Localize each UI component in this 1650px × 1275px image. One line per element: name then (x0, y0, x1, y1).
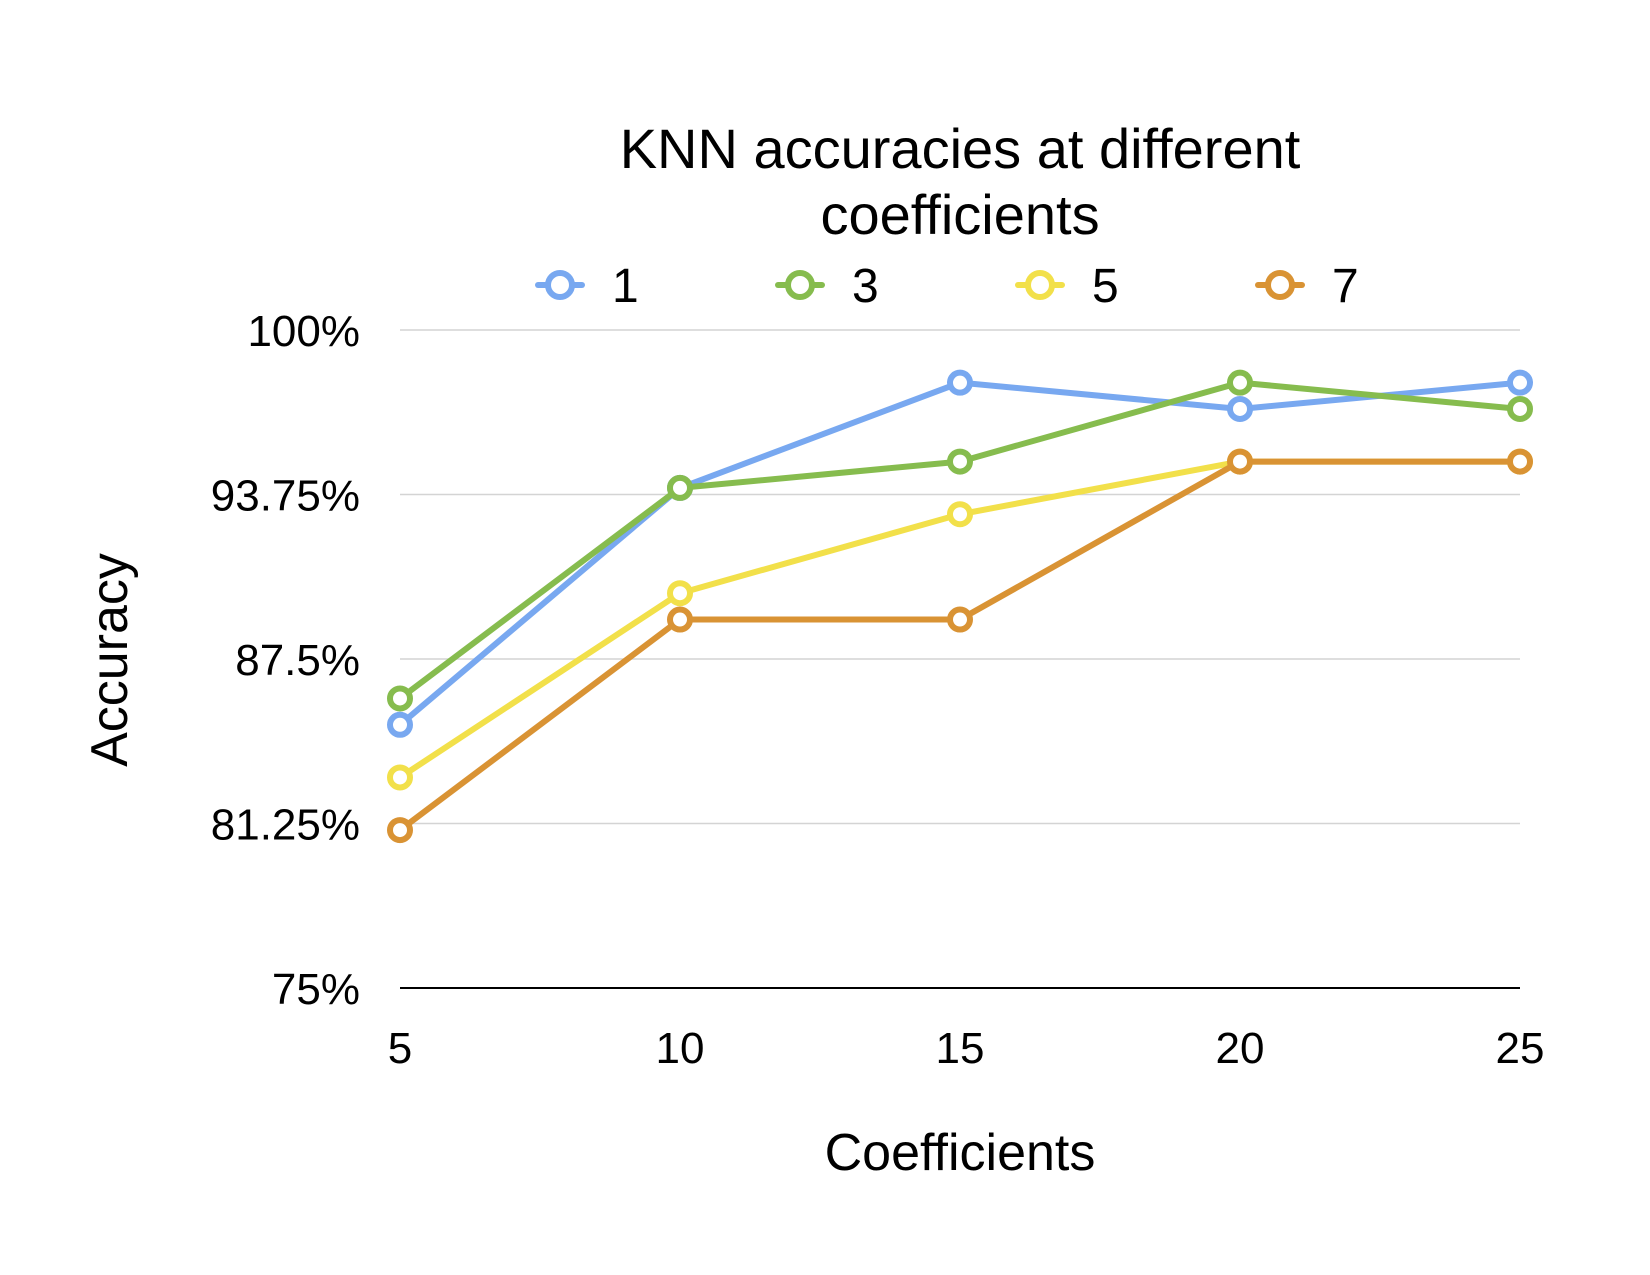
legend-item-3: 3 (775, 260, 879, 313)
series-7 (387, 448, 1533, 844)
y-tick-label: 87.5% (235, 636, 360, 685)
legend-item-5: 5 (1015, 260, 1119, 313)
series-1 (387, 369, 1533, 738)
data-point (667, 606, 693, 633)
y-axis-title: Accuracy (81, 553, 139, 767)
data-point (947, 369, 973, 396)
gridlines (400, 329, 1520, 989)
y-tick-label: 93.75% (211, 472, 360, 521)
data-point (947, 501, 973, 528)
legend-label: 5 (1092, 260, 1119, 313)
y-tick-label: 81.25% (211, 801, 360, 850)
data-point (1227, 448, 1253, 475)
x-tick-label: 20 (1216, 1024, 1265, 1073)
data-point (387, 817, 413, 844)
x-tick-label: 10 (656, 1024, 705, 1073)
y-axis-tick-labels: 75% 81.25% 87.5% 93.75% 100% (211, 307, 360, 1014)
legend-label: 1 (612, 260, 639, 313)
legend-marker-5 (1025, 270, 1055, 300)
chart-title-line-1: KNN accuracies at different (620, 117, 1301, 180)
x-tick-label: 25 (1496, 1024, 1545, 1073)
y-tick-label: 75% (272, 965, 360, 1014)
series-line-1 (397, 379, 1523, 728)
x-axis-tick-labels: 5 10 15 20 25 (388, 1024, 1545, 1073)
series-line-3 (397, 379, 1523, 702)
data-point (1507, 395, 1533, 422)
x-tick-label: 5 (388, 1024, 412, 1073)
data-point (667, 474, 693, 501)
legend-item-1: 1 (535, 260, 639, 313)
data-point (387, 764, 413, 791)
data-point (1227, 369, 1253, 396)
data-point (387, 685, 413, 712)
data-point (947, 448, 973, 475)
x-axis-title: Coefficients (825, 1124, 1096, 1182)
data-point (1507, 448, 1533, 475)
data-point (1507, 369, 1533, 396)
y-tick-label: 100% (247, 307, 360, 356)
series-layer (387, 369, 1533, 844)
legend-label: 3 (852, 260, 879, 313)
legend-marker-7 (1265, 270, 1295, 300)
data-point (947, 606, 973, 633)
series-3 (387, 369, 1533, 712)
x-tick-label: 15 (936, 1024, 985, 1073)
data-point (1227, 395, 1253, 422)
legend-marker-1 (545, 270, 575, 300)
chart-title-line-2: coefficients (820, 183, 1099, 246)
data-point (667, 580, 693, 607)
legend-label: 7 (1332, 260, 1359, 313)
data-point (387, 711, 413, 738)
legend-marker-3 (785, 270, 815, 300)
legend-item-7: 7 (1255, 260, 1359, 313)
legend: 1 3 5 7 (535, 260, 1359, 313)
